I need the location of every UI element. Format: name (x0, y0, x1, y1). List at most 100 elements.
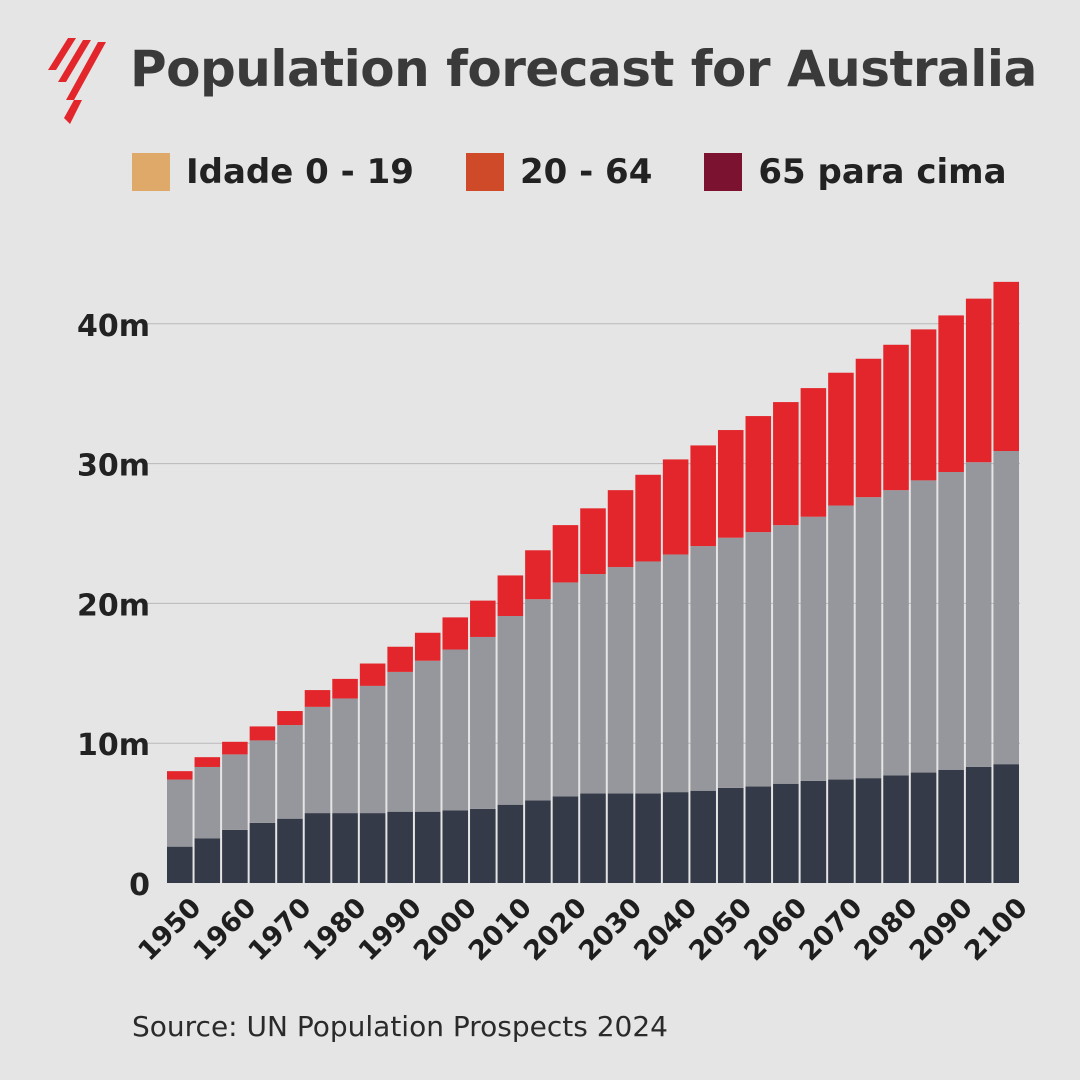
bar-2100-segment-1 (993, 451, 1019, 765)
bar-2065-segment-0 (800, 780, 827, 883)
bar-2040-segment-1 (662, 554, 689, 793)
x-tick-label: 2070 (794, 892, 869, 967)
bar-2085-segment-1 (910, 480, 937, 773)
bar-2015-segment-2 (525, 550, 551, 600)
bar-1990-segment-1 (387, 671, 413, 812)
x-tick-label: 2010 (463, 892, 538, 967)
bar-1955-segment-0 (194, 838, 221, 883)
bar-1970-segment-0 (277, 818, 303, 883)
source-note: Source: UN Population Prospects 2024 (132, 1010, 668, 1043)
legend-item-20-64: 20 - 64 (465, 152, 652, 192)
x-tick-label: 2020 (518, 892, 593, 967)
bar-2060-segment-1 (773, 525, 799, 784)
bar-2075-segment-1 (855, 497, 882, 779)
bar-2035-segment-0 (635, 793, 661, 883)
legend-swatch-0-19 (132, 153, 170, 191)
bar-1960-segment-1 (222, 754, 248, 830)
bar-1955-segment-2 (194, 757, 221, 767)
bar-2100-segment-2 (993, 281, 1019, 452)
legend-label-0-19: Idade 0 - 19 (186, 152, 414, 192)
bar-1975-segment-0 (304, 813, 331, 883)
bar-2085-segment-2 (910, 329, 937, 481)
bar-2000-segment-1 (442, 649, 469, 811)
bar-2095-segment-1 (965, 462, 992, 767)
bar-2005-segment-0 (470, 808, 496, 883)
bar-2020-segment-2 (552, 525, 579, 583)
bar-2020-segment-0 (552, 796, 579, 883)
chart-title: Population forecast for Australia (130, 40, 1037, 98)
bar-1985-segment-0 (359, 813, 386, 883)
y-tick-label: 10m (77, 728, 150, 763)
bar-1985-segment-2 (359, 663, 386, 686)
bar-2070-segment-2 (828, 372, 854, 506)
bar-2010-segment-0 (497, 804, 524, 883)
bar-1960-segment-2 (222, 741, 248, 755)
bar-2065-segment-2 (800, 388, 827, 517)
x-tick-label: 2100 (959, 892, 1034, 967)
bar-2045-segment-1 (690, 546, 716, 791)
bar-2075-segment-2 (855, 358, 882, 498)
bar-2035-segment-2 (635, 474, 661, 562)
bar-1985-segment-1 (359, 685, 386, 814)
bar-2030-segment-0 (607, 793, 634, 883)
bar-2060-segment-2 (773, 402, 799, 526)
bar-1960-segment-0 (222, 829, 248, 883)
y-tick-label: 30m (77, 449, 150, 484)
bar-2050-segment-1 (717, 537, 744, 788)
bar-2100-segment-0 (993, 764, 1019, 883)
bar-1995-segment-0 (414, 811, 441, 883)
bar-2055-segment-1 (745, 532, 772, 787)
bar-2010-segment-2 (497, 575, 524, 616)
bar-2040-segment-0 (662, 792, 689, 883)
bar-2050-segment-2 (717, 430, 744, 538)
bar-2015-segment-0 (525, 800, 551, 883)
bar-1950-segment-0 (167, 846, 193, 883)
bar-2065-segment-1 (800, 516, 827, 781)
bar-1990-segment-2 (387, 646, 413, 672)
bar-1965-segment-2 (249, 726, 276, 741)
bar-2030-segment-1 (607, 567, 634, 794)
y-tick-label: 0 (129, 868, 150, 903)
x-tick-label: 2080 (849, 892, 924, 967)
bar-2055-segment-0 (745, 786, 772, 883)
bar-2080-segment-1 (883, 490, 909, 776)
bar-2035-segment-1 (635, 561, 661, 794)
bar-1980-segment-0 (332, 813, 358, 883)
legend: Idade 0 - 19 20 - 64 65 para cima (132, 152, 1059, 192)
bar-2070-segment-0 (828, 779, 854, 883)
legend-label-65-plus: 65 para cima (758, 152, 1007, 192)
bar-1975-segment-2 (304, 690, 331, 707)
bar-2045-segment-2 (690, 445, 716, 547)
bar-2030-segment-2 (607, 490, 634, 568)
bar-2025-segment-0 (580, 793, 606, 883)
bar-1950-segment-2 (167, 771, 193, 780)
bar-1995-segment-1 (414, 660, 441, 812)
bar-1970-segment-2 (277, 711, 303, 726)
bar-1980-segment-1 (332, 698, 358, 814)
x-tick-label: 1990 (353, 892, 428, 967)
x-tick-label: 2000 (408, 892, 483, 967)
bar-2000-segment-0 (442, 810, 469, 883)
x-tick-label: 1950 (132, 892, 207, 967)
bar-2090-segment-0 (938, 769, 964, 883)
bar-1990-segment-0 (387, 811, 413, 883)
sbs-logo (48, 38, 106, 124)
bar-2085-segment-0 (910, 772, 937, 883)
bar-2060-segment-0 (773, 783, 799, 883)
x-tick-label: 1980 (298, 892, 373, 967)
y-tick-label: 20m (77, 588, 150, 623)
bar-1955-segment-1 (194, 766, 221, 839)
bar-1970-segment-1 (277, 725, 303, 819)
legend-swatch-20-64 (465, 153, 504, 191)
bar-1950-segment-1 (167, 779, 193, 847)
bar-2090-segment-2 (938, 315, 964, 472)
bar-2095-segment-0 (965, 766, 992, 883)
logo-mark (48, 38, 106, 124)
bar-2015-segment-1 (525, 599, 551, 801)
bar-2045-segment-0 (690, 790, 716, 883)
bar-1965-segment-0 (249, 822, 276, 883)
bar-2095-segment-2 (965, 298, 992, 463)
bar-2010-segment-1 (497, 615, 524, 805)
x-tick-label: 2030 (573, 892, 648, 967)
